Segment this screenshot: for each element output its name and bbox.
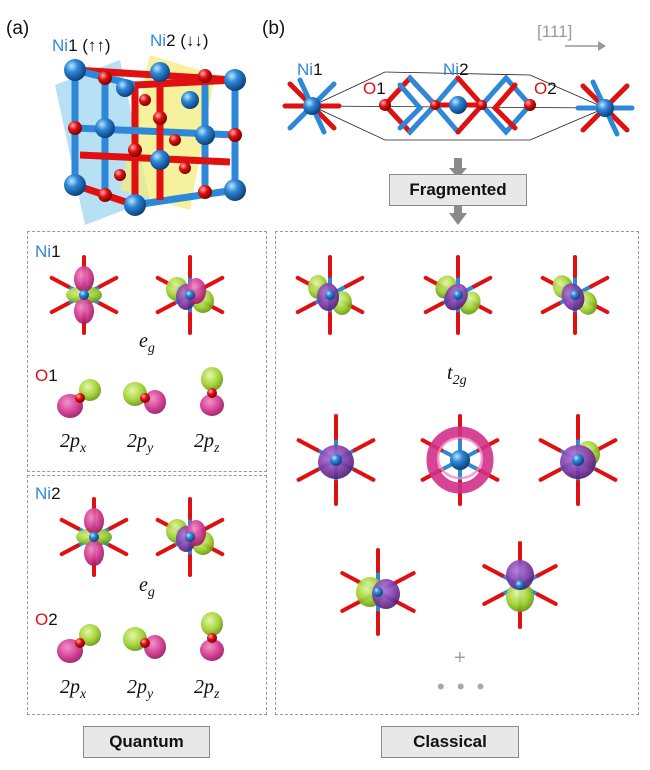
classical-orbital-5 [420,414,500,506]
quantum-box-label: Quantum [83,726,210,758]
ni1-spin-label: Ni1 (↑↑) [52,36,111,55]
q-o2-2px: 2px [60,676,87,702]
classical-t2g-orbital-3 [540,255,610,335]
q-o1-2px: 2px [60,430,87,456]
classical-t2g-orbital-2 [423,255,493,335]
classical-t2g-orbital-1 [295,255,365,335]
q-eg-label-2: eg [139,574,155,600]
classical-box [275,231,639,715]
ni2-spin-label: Ni2 (↓↓) [150,31,209,50]
ni1-eg-orbital-1 [49,255,119,335]
crystal-atoms [64,59,246,216]
o2-2py-orbital [123,627,166,659]
classical-orbital-6 [538,414,618,506]
panel-a-label: (a) [6,18,30,39]
crystal-structure [55,55,246,225]
c-plus-sign: + [454,647,466,669]
arrow-shaft-bottom [454,205,462,215]
classical-box-label: Classical [381,726,519,758]
direction-arrow [598,41,606,51]
chain-label-o1: O1 [363,79,386,98]
nio-chain [282,41,635,141]
c-ellipsis: • • • [437,674,488,699]
ni1-eg-orbital-2 [155,255,225,335]
o2-2pz-orbital [200,612,224,661]
q-ni2-label: Ni2 [35,484,61,503]
o1-atom [379,99,391,111]
direction-label: [111] [537,22,573,41]
o1-2pz-orbital [200,367,224,416]
ni2-atom [449,96,467,114]
fragmented-box: Fragmented [389,174,527,206]
q-o2-2py: 2py [127,676,154,702]
quantum-ni2-box [27,475,267,715]
ni-end-atom [596,99,614,117]
q-o2-label: O2 [35,610,58,629]
quantum-ni1-box [27,231,267,472]
q-o1-label: O1 [35,366,58,385]
classical-orbital-8 [482,541,558,629]
q-ni1-label: Ni1 [35,242,61,261]
q-eg-label-1: eg [139,330,155,356]
chain-label-o2: O2 [534,79,557,98]
ni2-eg-orbital-2 [155,497,225,577]
q-o1-2pz: 2pz [194,430,220,456]
panel-b-label: (b) [262,18,286,39]
o2-atom [524,99,536,111]
ni2-eg-orbital-1 [59,497,129,577]
ni1-atom [303,97,321,115]
c-t2g-label: t2g [447,362,467,388]
arrow-shaft-top [454,158,462,170]
o1-2px-orbital [57,379,101,418]
o1-2py-orbital [123,382,166,414]
arrow-head-top [449,168,467,178]
chain-label-ni2: Ni2 [443,60,469,79]
arrow-head-bottom [449,213,467,225]
chain-label-ni1: Ni1 [297,60,323,79]
q-o1-2py: 2py [127,430,154,456]
orbital-renderings [49,255,618,663]
o2-2px-orbital [57,624,101,663]
classical-orbital-4 [296,414,376,506]
classical-orbital-7 [340,548,416,636]
q-o2-2pz: 2pz [194,676,220,702]
